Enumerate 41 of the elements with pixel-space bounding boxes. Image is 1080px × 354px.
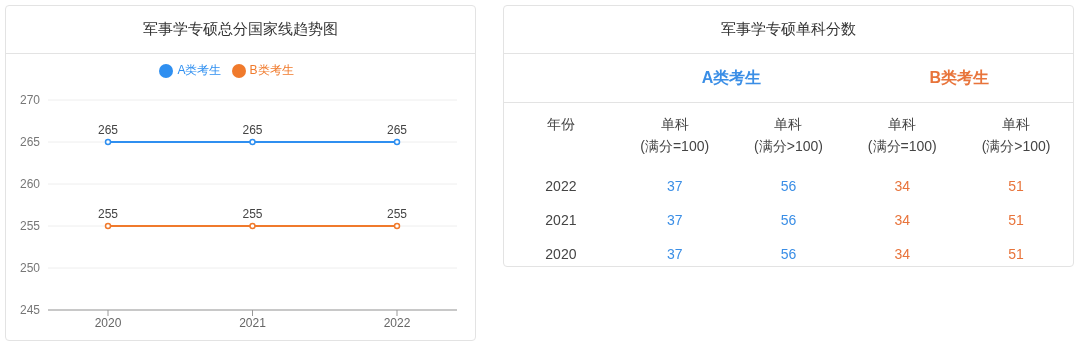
data-label: 34 [893, 245, 912, 264]
data-label: 37 [665, 177, 684, 196]
y-tick-label: 250 [19, 261, 41, 276]
x-tick-label: 2022 [383, 315, 411, 330]
chart-title: 军事学专硕总分国家线趋势图 [6, 6, 475, 54]
category-label: 2021 [544, 211, 578, 230]
y-tick-label: 260 [19, 177, 41, 192]
text: 单科 (满分>100) [753, 115, 824, 156]
text: B类考生 [928, 67, 990, 88]
data-label: 265 [242, 123, 263, 137]
data-label: 255 [386, 207, 408, 221]
data-label: 51 [1007, 211, 1025, 230]
data-label: 255 [242, 207, 263, 221]
data-label: 51 [1007, 245, 1025, 264]
y-tick-label: 245 [19, 303, 41, 318]
x-tick-label: 2020 [94, 315, 122, 330]
data-label: 56 [779, 245, 798, 264]
data-label: 51 [1007, 177, 1025, 196]
y-tick-label: 265 [19, 135, 41, 150]
data-label: 265 [386, 123, 408, 137]
text: A类考生 [700, 67, 763, 88]
data-label: 255 [97, 207, 119, 221]
category-label: 2020 [544, 245, 578, 264]
y-tick-label: 270 [19, 93, 41, 108]
data-label: 37 [665, 211, 684, 230]
text: 单科 (满分=100) [866, 115, 938, 156]
text: 军事学专硕单科分数 [504, 6, 1073, 54]
data-label: 37 [665, 245, 684, 264]
data-label: 56 [779, 177, 798, 196]
data-label: 34 [893, 211, 912, 230]
text: 单科 (满分=100) [639, 115, 711, 156]
data-label: 265 [97, 123, 119, 137]
y-tick-label: 255 [19, 219, 41, 234]
text: 单科 (满分>100) [980, 115, 1052, 156]
text: 年份 [545, 115, 576, 134]
data-label: 34 [893, 177, 912, 196]
x-tick-label: 2021 [239, 315, 267, 330]
data-label: 56 [779, 211, 798, 230]
legend-label: B类考生 [249, 63, 294, 77]
category-label: 2022 [544, 177, 578, 196]
legend-label: A类考生 [177, 63, 222, 77]
